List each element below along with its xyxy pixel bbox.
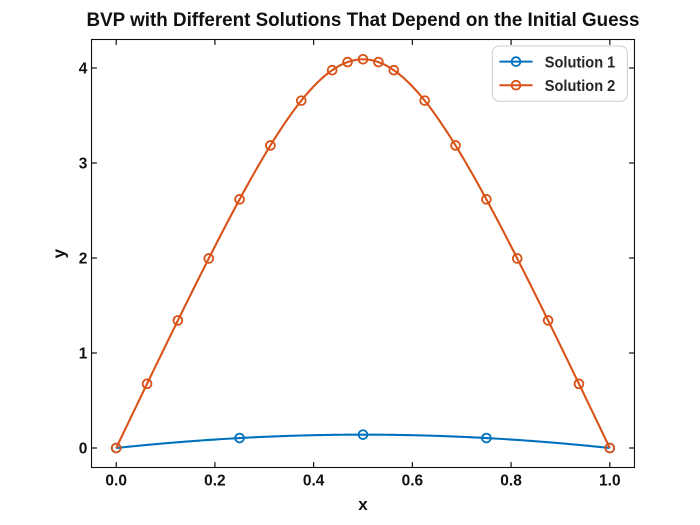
svg-text:y: y xyxy=(50,248,69,258)
svg-text:3: 3 xyxy=(79,156,88,173)
svg-text:x: x xyxy=(358,495,368,514)
svg-text:0.4: 0.4 xyxy=(303,473,325,490)
svg-text:0.0: 0.0 xyxy=(105,473,127,490)
svg-text:0.2: 0.2 xyxy=(204,473,226,490)
svg-text:2: 2 xyxy=(79,251,88,268)
svg-text:4: 4 xyxy=(79,61,88,78)
svg-text:0.6: 0.6 xyxy=(402,473,424,490)
svg-text:0: 0 xyxy=(79,441,88,458)
svg-text:BVP with Different Solutions T: BVP with Different Solutions That Depend… xyxy=(87,9,640,31)
svg-text:0.8: 0.8 xyxy=(500,473,522,490)
svg-text:Solution 1: Solution 1 xyxy=(545,54,616,71)
svg-text:Solution 2: Solution 2 xyxy=(545,78,616,95)
svg-text:1: 1 xyxy=(79,346,88,363)
svg-text:1.0: 1.0 xyxy=(599,473,621,490)
